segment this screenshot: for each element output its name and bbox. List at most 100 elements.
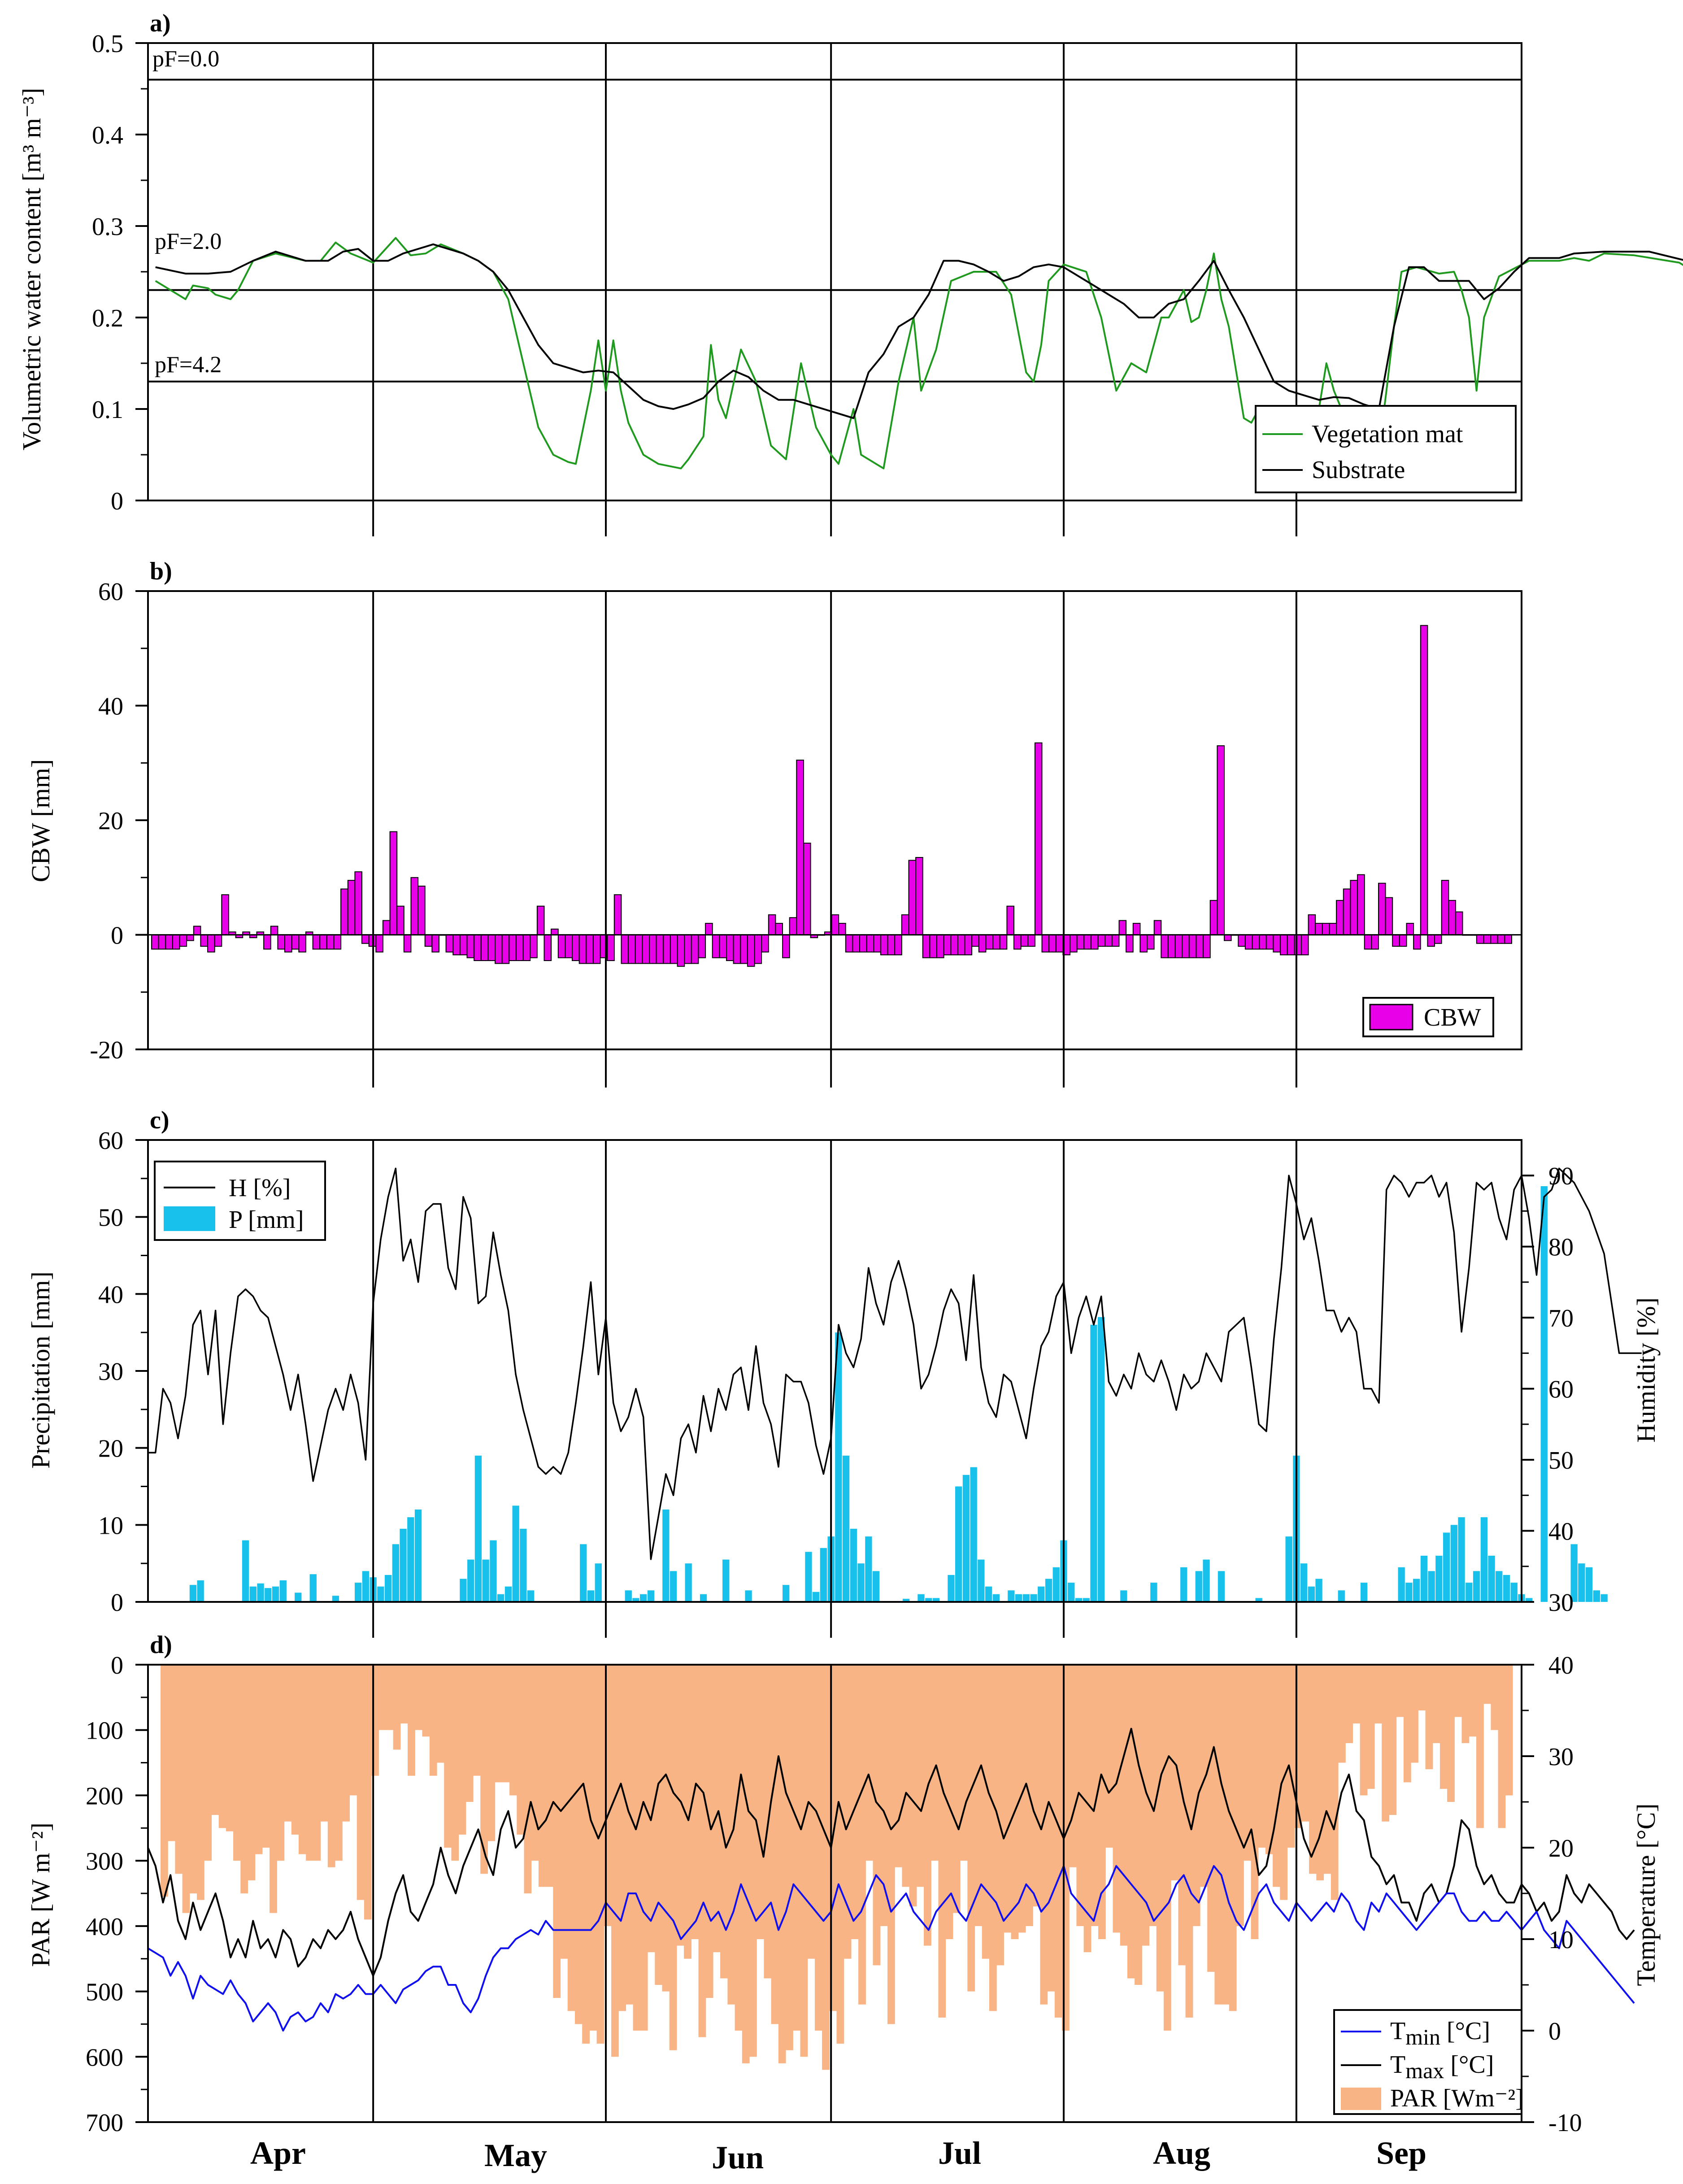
precipitation-bar <box>587 1590 595 1602</box>
par-bar <box>873 1665 881 1966</box>
cbw-bar <box>1048 934 1057 953</box>
month-label-apr: Apr <box>250 2135 306 2171</box>
cbw-bar <box>165 934 173 950</box>
par-bar <box>713 1665 721 1953</box>
precipitation-bar <box>504 1586 512 1602</box>
par-bar <box>1018 1665 1026 1933</box>
par-bar <box>1113 1665 1121 1933</box>
panel-d-y-ticks <box>135 1664 1534 2123</box>
legend-tmin-unit: [°C] <box>1440 2017 1490 2045</box>
cbw-bar <box>859 934 867 953</box>
par-bar <box>676 1665 684 1946</box>
cbw-bar <box>866 934 874 953</box>
par-bar <box>626 1665 634 2005</box>
cbw-bar <box>459 934 468 956</box>
par-bar <box>175 1665 183 1874</box>
par-bar <box>1091 1665 1099 1926</box>
cbw-bar <box>1070 934 1078 953</box>
panel-b-y-axis-label: CBW [mm] <box>26 759 55 882</box>
par-bar <box>836 1665 844 2044</box>
panel-d-left-axis-label: PAR [W m⁻²] <box>26 1823 55 1967</box>
cbw-bar <box>628 934 636 964</box>
cbw-bar <box>1118 920 1127 935</box>
cbw-bar <box>943 934 952 956</box>
par-bar <box>742 1665 750 2063</box>
panel-c-left-tick-label-5: 50 <box>98 1204 123 1232</box>
precipitation-bar <box>948 1575 955 1602</box>
precipitation-bar <box>257 1583 264 1602</box>
panel-d-left-tick-label-7: 700 <box>86 2109 123 2137</box>
panel-a-legend-box <box>1255 405 1517 493</box>
par-bar <box>408 1665 415 1776</box>
par-bar <box>1105 1665 1113 1848</box>
par-bar <box>270 1665 277 1913</box>
par-bar <box>306 1665 313 1861</box>
precipitation-bar <box>1195 1571 1202 1602</box>
par-bar <box>814 1665 822 2031</box>
par-bar <box>429 1665 437 1776</box>
precipitation-bar <box>249 1586 257 1602</box>
cbw-bar <box>277 934 286 950</box>
par-bar <box>560 1665 568 1959</box>
par-bar <box>1236 1665 1244 1926</box>
par-bar <box>277 1665 285 1861</box>
precipitation-bar <box>265 1588 272 1602</box>
cbw-bar <box>733 934 741 964</box>
par-bar <box>218 1665 226 1828</box>
par-bar <box>553 1665 561 1998</box>
panel-d-left-tick-label-6: 600 <box>86 2044 123 2071</box>
par-bar <box>1142 1665 1150 1946</box>
panel-d-right-tick-label-2: 10 <box>1548 1926 1574 1954</box>
par-bar <box>880 1665 888 1926</box>
cbw-bar <box>354 871 363 935</box>
cbw-bar <box>466 934 475 958</box>
precipitation-bar <box>1503 1575 1510 1602</box>
precipitation-bar <box>1428 1571 1435 1602</box>
par-bar <box>444 1665 452 1848</box>
cbw-bar <box>656 934 664 964</box>
legend-vegetation-label: Vegetation mat <box>1312 420 1463 448</box>
cbw-bar <box>474 934 482 961</box>
precipitation-bar <box>362 1571 369 1602</box>
cbw-bar <box>698 934 706 958</box>
cbw-bar <box>1392 934 1400 947</box>
panel-a-left-tick-label-4: 0.4 <box>92 122 123 149</box>
precipitation-bar <box>474 1455 482 1602</box>
cbw-bar <box>1357 874 1365 935</box>
par-bar <box>575 1665 583 2024</box>
cbw-bar <box>1294 934 1302 956</box>
panel-d-label: d) <box>150 1631 172 1659</box>
par-bar <box>400 1665 408 1724</box>
panel-c-y-tick-labels: 0 10 20 30 40 50 60 30 40 50 60 70 80 90 <box>98 1127 1574 1617</box>
par-bar <box>509 1665 517 1796</box>
precipitation-bar <box>805 1552 812 1602</box>
par-bar <box>1229 1665 1237 2011</box>
humidity-line <box>148 1167 1642 1560</box>
cbw-bar <box>1027 934 1035 947</box>
par-bar <box>1454 1665 1462 1717</box>
cbw-bar <box>726 934 734 961</box>
precipitation-bar <box>662 1510 670 1602</box>
cbw-bar <box>1371 934 1379 950</box>
par-bar <box>335 1665 343 1861</box>
cbw-bar <box>592 934 601 964</box>
cbw-bar <box>1497 934 1505 944</box>
cbw-bar <box>754 934 762 964</box>
cbw-bar <box>649 934 657 964</box>
legend-tmax-label: Tmax [°C] <box>1390 2051 1494 2083</box>
cbw-bar <box>1252 934 1260 950</box>
cbw-bar <box>1034 742 1043 935</box>
precipitation-bar <box>992 1594 1000 1602</box>
cbw-bar <box>151 934 159 950</box>
cbw-bar <box>613 894 622 935</box>
cbw-bar <box>1329 922 1337 935</box>
cbw-bar <box>509 934 517 961</box>
cbw-bar <box>761 934 769 953</box>
par-bar <box>924 1665 931 1946</box>
cbw-bar <box>894 934 902 956</box>
panel-a-y-tick-labels: 0 0.1 0.2 0.3 0.4 0.5 <box>92 30 123 515</box>
cbw-bar <box>1273 934 1281 953</box>
legend-tmin-subscript: min <box>1405 2024 1440 2049</box>
cbw-bar <box>852 934 861 953</box>
pf-2-label: pF=2.0 <box>155 229 222 254</box>
